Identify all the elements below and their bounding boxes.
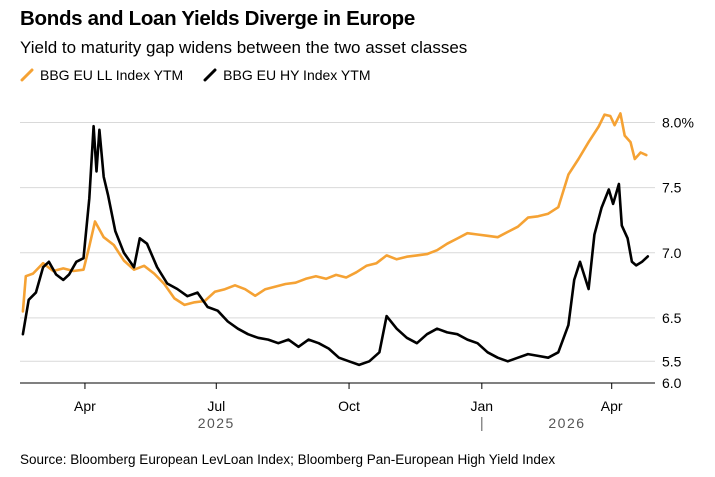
y-tick-label: 8.0% [662,115,694,131]
legend-label-ll: BBG EU LL Index YTM [40,67,184,83]
axis-labels: 8.0% 7.5 7.0 6.5 6.0 5.5 Apr Jul Oct Jan Apr 2025 20… [74,115,694,431]
legend-swatch-ll-icon [20,68,34,82]
y-tick-label: 6.5 [662,310,682,326]
chart-title: Bonds and Loan Yields Diverge in Europe [20,7,415,30]
year-label: 2025 [198,415,235,431]
y-tick-label: 5.5 [662,353,682,369]
x-tick-label: Jan [471,398,494,414]
legend: BBG EU LL Index YTM BBG EU HY Index YTM [20,67,371,83]
y-tick-label: 7.0 [662,245,682,261]
source-note: Source: Bloomberg European LevLoan Index… [20,452,556,467]
series-lines [21,112,650,367]
x-tick-label: Apr [601,398,623,414]
y-tick-label: 7.5 [662,180,682,196]
series-line-ll [21,112,648,313]
legend-item-ll: BBG EU LL Index YTM [20,67,183,83]
legend-swatch-hy-icon [203,68,217,82]
x-tick-label: Jul [207,398,225,414]
gridlines [20,122,655,384]
legend-label-hy: BBG EU HY Index YTM [223,67,371,83]
chart-subtitle: Yield to maturity gap widens between the… [20,38,468,57]
x-tick-label: Apr [74,398,96,414]
legend-item-hy: BBG EU HY Index YTM [203,67,371,83]
axes [20,382,655,431]
x-tick-label: Oct [338,398,360,414]
y-tick-label: 6.0 [662,375,682,391]
series-line-hy [21,124,650,367]
year-label: 2026 [548,415,585,431]
